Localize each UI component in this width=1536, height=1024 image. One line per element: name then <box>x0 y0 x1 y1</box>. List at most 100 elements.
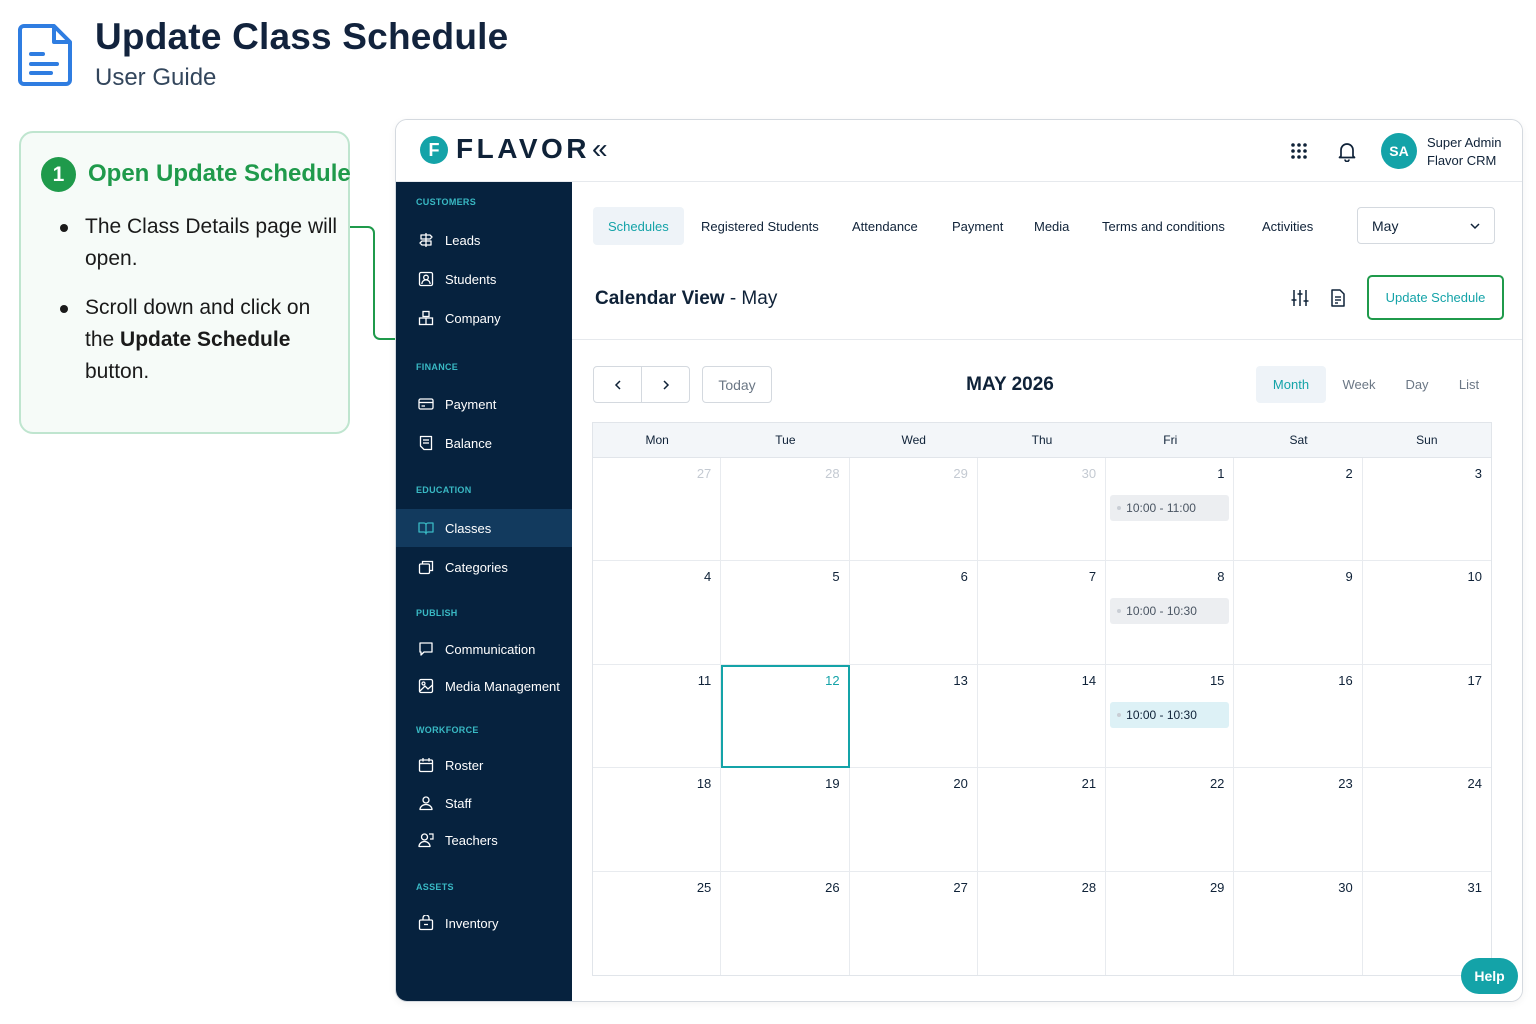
step-bullet-2: Scroll down and click on the Update Sche… <box>59 292 339 388</box>
calendar-day-cell[interactable]: 25 <box>593 871 722 975</box>
update-schedule-button[interactable]: Update Schedule <box>1367 275 1504 320</box>
tab-activities[interactable]: Activities <box>1262 218 1314 234</box>
sidebar-item-label: Media Management <box>445 678 560 694</box>
calendar-day-cell[interactable]: 16 <box>1234 664 1363 769</box>
day-number: 14 <box>1081 672 1097 688</box>
tab-payment[interactable]: Payment <box>952 218 1004 234</box>
view-day-button[interactable]: Day <box>1405 377 1429 392</box>
calendar-day-cell[interactable]: 20 <box>849 768 978 872</box>
day-number: 8 <box>1217 569 1225 585</box>
calendar-day-cell[interactable]: 8 10:00 - 10:30 <box>1106 561 1235 665</box>
calendar-day-cell[interactable]: 17 <box>1362 665 1491 769</box>
calendar-day-cell[interactable]: 4 <box>593 561 722 665</box>
calendar-day-cell[interactable]: 27 <box>593 458 722 562</box>
image-icon <box>418 678 434 694</box>
calendar-day-cell[interactable]: 26 <box>721 871 850 975</box>
company-icon <box>418 310 434 326</box>
prev-month-button[interactable] <box>594 367 641 402</box>
view-list-button[interactable]: List <box>1458 377 1480 392</box>
sidebar-section-assets: ASSETS <box>416 882 454 892</box>
sidebar-item-label: Balance <box>445 435 492 451</box>
sidebar-item-label: Communication <box>445 641 536 657</box>
calendar-day-cell[interactable]: 7 <box>977 561 1107 665</box>
tab-media[interactable]: Media <box>1034 218 1070 234</box>
calendar-day-cell[interactable]: 28 <box>978 871 1107 975</box>
calendar-day-cell[interactable]: 13 <box>849 664 978 769</box>
filter-sliders-icon[interactable] <box>1290 288 1310 308</box>
calendar-view-title-month: - May <box>724 288 778 309</box>
day-number: 20 <box>953 776 968 792</box>
user-info[interactable]: Super Admin Flavor CRM <box>1427 134 1501 170</box>
sidebar-item-categories[interactable]: Categories <box>396 548 572 586</box>
apps-grid-icon[interactable] <box>1288 140 1310 162</box>
month-select[interactable]: May <box>1357 207 1495 244</box>
sidebar-item-company[interactable]: Company <box>396 299 572 337</box>
calendar-day-cell[interactable]: 30 <box>1234 871 1363 975</box>
tab-terms-and-conditions[interactable]: Terms and conditions <box>1102 218 1225 234</box>
calendar-day-cell[interactable]: 31 <box>1363 872 1491 975</box>
calendar-day-cell[interactable]: 30 <box>977 458 1107 562</box>
sidebar-item-label: Roster <box>445 757 484 773</box>
tab-attendance[interactable]: Attendance <box>852 218 918 234</box>
calendar-day-cell[interactable]: 24 <box>1362 768 1491 872</box>
calendar-day-cell[interactable]: 2 <box>1234 458 1363 562</box>
calendar-event[interactable]: 10:00 - 10:30 <box>1110 598 1230 625</box>
next-month-button[interactable] <box>641 367 689 402</box>
view-week-button[interactable]: Week <box>1342 377 1376 392</box>
view-month-button[interactable]: Month <box>1256 366 1326 403</box>
sidebar-item-payment[interactable]: Payment <box>396 385 572 423</box>
today-button[interactable]: Today <box>702 366 772 403</box>
calendar-day-cell[interactable]: 3 <box>1362 458 1491 562</box>
calendar-day-cell[interactable]: 18 <box>593 768 722 872</box>
help-button[interactable]: Help <box>1461 958 1518 994</box>
tab-schedules[interactable]: Schedules <box>593 207 684 245</box>
day-number: 11 <box>697 672 712 688</box>
calendar-day-cell[interactable]: 14 <box>977 664 1107 769</box>
calendar-day-cell-today[interactable]: 12 <box>721 664 850 769</box>
calendar-day-cell[interactable]: 28 <box>721 458 850 562</box>
calendar-event[interactable]: 10:00 - 11:00 <box>1110 495 1230 521</box>
calendar-day-cell[interactable]: 19 <box>721 768 850 872</box>
sidebar-item-leads[interactable]: Leads <box>396 221 572 259</box>
chevron-right-icon <box>662 379 669 390</box>
calendar-day-cell[interactable]: 1 10:00 - 11:00 <box>1106 458 1235 562</box>
sidebar-item-balance[interactable]: Balance <box>396 424 572 462</box>
tab-registered-students[interactable]: Registered Students <box>701 218 819 234</box>
day-number: 24 <box>1467 776 1482 792</box>
step-bullet-2-text: Scroll down and click on the <box>85 296 311 351</box>
sidebar-item-staff[interactable]: Staff <box>396 784 572 822</box>
calendar-day-cell[interactable]: 21 <box>977 768 1107 872</box>
day-number: 27 <box>696 466 712 481</box>
sidebar-item-students[interactable]: Students <box>396 260 572 298</box>
calendar-icon <box>418 758 434 773</box>
export-document-icon[interactable] <box>1328 288 1348 308</box>
calendar-day-cell[interactable]: 6 <box>849 561 978 665</box>
calendar-day-cell[interactable]: 27 <box>850 871 978 975</box>
calendar-day-cell[interactable]: 10 <box>1362 561 1491 665</box>
calendar-day-cell[interactable]: 22 <box>1106 768 1235 872</box>
calendar-day-cell[interactable]: 29 <box>849 458 978 562</box>
sidebar-item-media-management[interactable]: Media Management <box>396 667 572 705</box>
calendar-day-cell[interactable]: 9 <box>1234 561 1363 665</box>
bell-icon[interactable] <box>1336 140 1358 162</box>
calendar-day-cell[interactable]: 5 <box>721 561 850 665</box>
calendar-event[interactable]: 10:00 - 10:30 <box>1110 701 1230 728</box>
weekday-label: Fri <box>1163 433 1178 447</box>
day-number: 16 <box>1338 672 1353 688</box>
sidebar-item-teachers[interactable]: Teachers <box>396 821 572 859</box>
sidebar-item-classes[interactable]: Classes <box>396 509 572 547</box>
double-chevron-left-icon[interactable]: « <box>592 133 608 164</box>
calendar-day-cell[interactable]: 15 10:00 - 10:30 <box>1106 664 1235 769</box>
sidebar-item-roster[interactable]: Roster <box>396 746 572 784</box>
calendar-days: 27 28 29 30 1 10:00 - 11:00 2 3 4 5 6 7 8… <box>593 458 1491 975</box>
day-number: 2 <box>1345 466 1353 481</box>
calendar-day-cell[interactable]: 29 <box>1106 871 1235 975</box>
day-number: 31 <box>1467 879 1482 895</box>
sidebar-item-communication[interactable]: Communication <box>396 630 572 668</box>
calendar-day-cell[interactable]: 11 <box>593 664 722 769</box>
sidebar-item-inventory[interactable]: Inventory <box>396 904 572 942</box>
signpost-icon <box>419 233 433 247</box>
avatar[interactable]: SA <box>1381 133 1417 169</box>
app-window: F FLAVOR « SA Super Admin Flavor CRM CUS… <box>395 119 1523 1002</box>
calendar-day-cell[interactable]: 23 <box>1234 768 1363 872</box>
